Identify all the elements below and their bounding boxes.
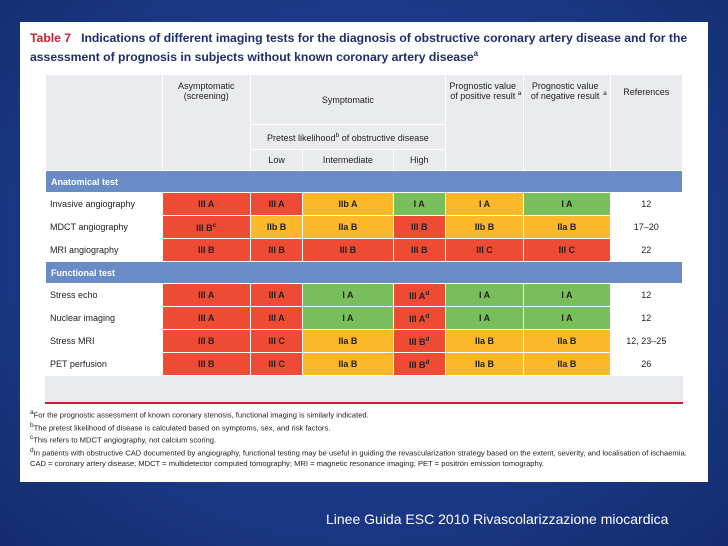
table-row: Stress MRI III B III C IIa B III Bd IIa B IIa … [45,329,684,353]
footnote: bThe pretest likelihood of disease is ca… [30,421,331,433]
header-high: High [392,149,446,171]
indication-cell: I A [523,306,611,330]
indication-cell: I A [523,283,611,307]
row-label: Stress echo [45,283,163,307]
indication-cell: IIb A [302,192,394,216]
header-prognostic-negative: Prognostic value of negative result a [523,74,611,171]
indication-cell: IIa B [523,215,611,239]
row-label: Stress MRI [45,329,163,353]
indication-cell: IIa B [302,215,394,239]
header-pretest: Pretest likelihoodb of obstructive disea… [249,124,446,150]
reference-cell: 22 [609,238,684,262]
indication-cell: I A [392,192,446,216]
indication-cell: III C [523,238,611,262]
indication-cell: I A [444,192,525,216]
indication-cell: III C [444,238,525,262]
indication-cell: III Ad [392,283,446,307]
indication-cell: IIb B [444,215,525,239]
reference-cell: 12 [609,306,684,330]
indication-cell: IIa B [523,329,611,353]
reference-cell: 12, 23–25 [609,329,684,353]
indication-cell: III B [392,238,446,262]
indication-cell: IIa B [444,329,525,353]
footnote: aFor the prognostic assessment of known … [30,409,369,420]
indication-cell: III A [161,306,251,330]
slide-panel: Table 7 Indications of different imaging … [20,22,708,482]
indication-cell: III A [161,192,251,216]
row-label: Nuclear imaging [45,306,163,330]
indication-cell: III A [249,192,304,216]
indication-cell: III C [249,329,304,353]
indication-cell: I A [302,283,394,307]
table-title-sup: a [473,49,479,58]
reference-cell: 12 [609,283,684,307]
indication-cell: III Bc [161,215,251,239]
header-references: References [609,74,684,171]
indication-cell: III B [249,238,304,262]
row-label: Invasive angiography [45,192,163,216]
indication-cell: III Bd [392,352,446,376]
indication-cell: I A [302,306,394,330]
reference-cell: 17–20 [609,215,684,239]
section-label: Anatomical test [45,170,683,193]
indication-cell: III A [249,283,304,307]
table-row: MDCT angiography III Bc IIb B IIa B III B IIb… [45,215,684,239]
footnote: CAD = coronary artery disease; MDCT = mu… [30,458,545,468]
table-title: Table 7 Indications of different imaging … [30,30,698,65]
row-label: PET perfusion [45,352,163,376]
indications-table: Asymptomatic (screening) Symptomatic Pro… [45,74,684,404]
header-symptomatic: Symptomatic [249,74,446,125]
reference-cell: 26 [609,352,684,376]
slide-caption: Linee Guida ESC 2010 Rivascolarizzazione… [326,511,669,527]
indication-cell: III A [249,306,304,330]
indication-cell: III C [249,352,304,376]
indication-cell: I A [523,192,611,216]
indication-cell: IIa B [302,352,394,376]
footnote: cThis refers to MDCT angiography, not ca… [30,434,217,445]
header-intermediate: Intermediate [302,149,394,171]
reference-cell: 12 [609,192,684,216]
indication-cell: III B [161,352,251,376]
indication-cell: I A [444,306,525,330]
indication-cell: IIb B [249,215,304,239]
indication-cell: III Bd [392,329,446,353]
section-row: Anatomical test [45,170,683,193]
table-number: Table 7 [30,31,72,45]
indication-cell: IIa B [523,352,611,376]
indication-cell: III B [392,215,446,239]
footnotes: aFor the prognostic assessment of known … [30,408,702,469]
indication-cell: III B [161,238,251,262]
indication-cell: I A [444,283,525,307]
indication-cell: III B [302,238,394,262]
header-low: Low [249,149,304,171]
indication-cell: IIa B [302,329,394,353]
indication-cell: IIa B [444,352,525,376]
indication-cell: III Ad [392,306,446,330]
table-title-text: Indications of different imaging tests f… [30,31,688,65]
header-prognostic-positive: Prognostic value of positive result a [444,74,525,171]
footnote: dIn patients with obstructive CAD docume… [30,447,687,458]
indication-cell: III B [161,329,251,353]
section-label: Functional test [45,261,683,284]
table-row: MRI angiography III B III B III B III B III C… [45,238,684,262]
header-blank [45,74,163,171]
header-asymptomatic: Asymptomatic (screening) [161,74,251,171]
row-label: MRI angiography [45,238,163,262]
section-row: Functional test [45,261,683,284]
row-label: MDCT angiography [45,215,163,239]
indication-cell: III A [161,283,251,307]
